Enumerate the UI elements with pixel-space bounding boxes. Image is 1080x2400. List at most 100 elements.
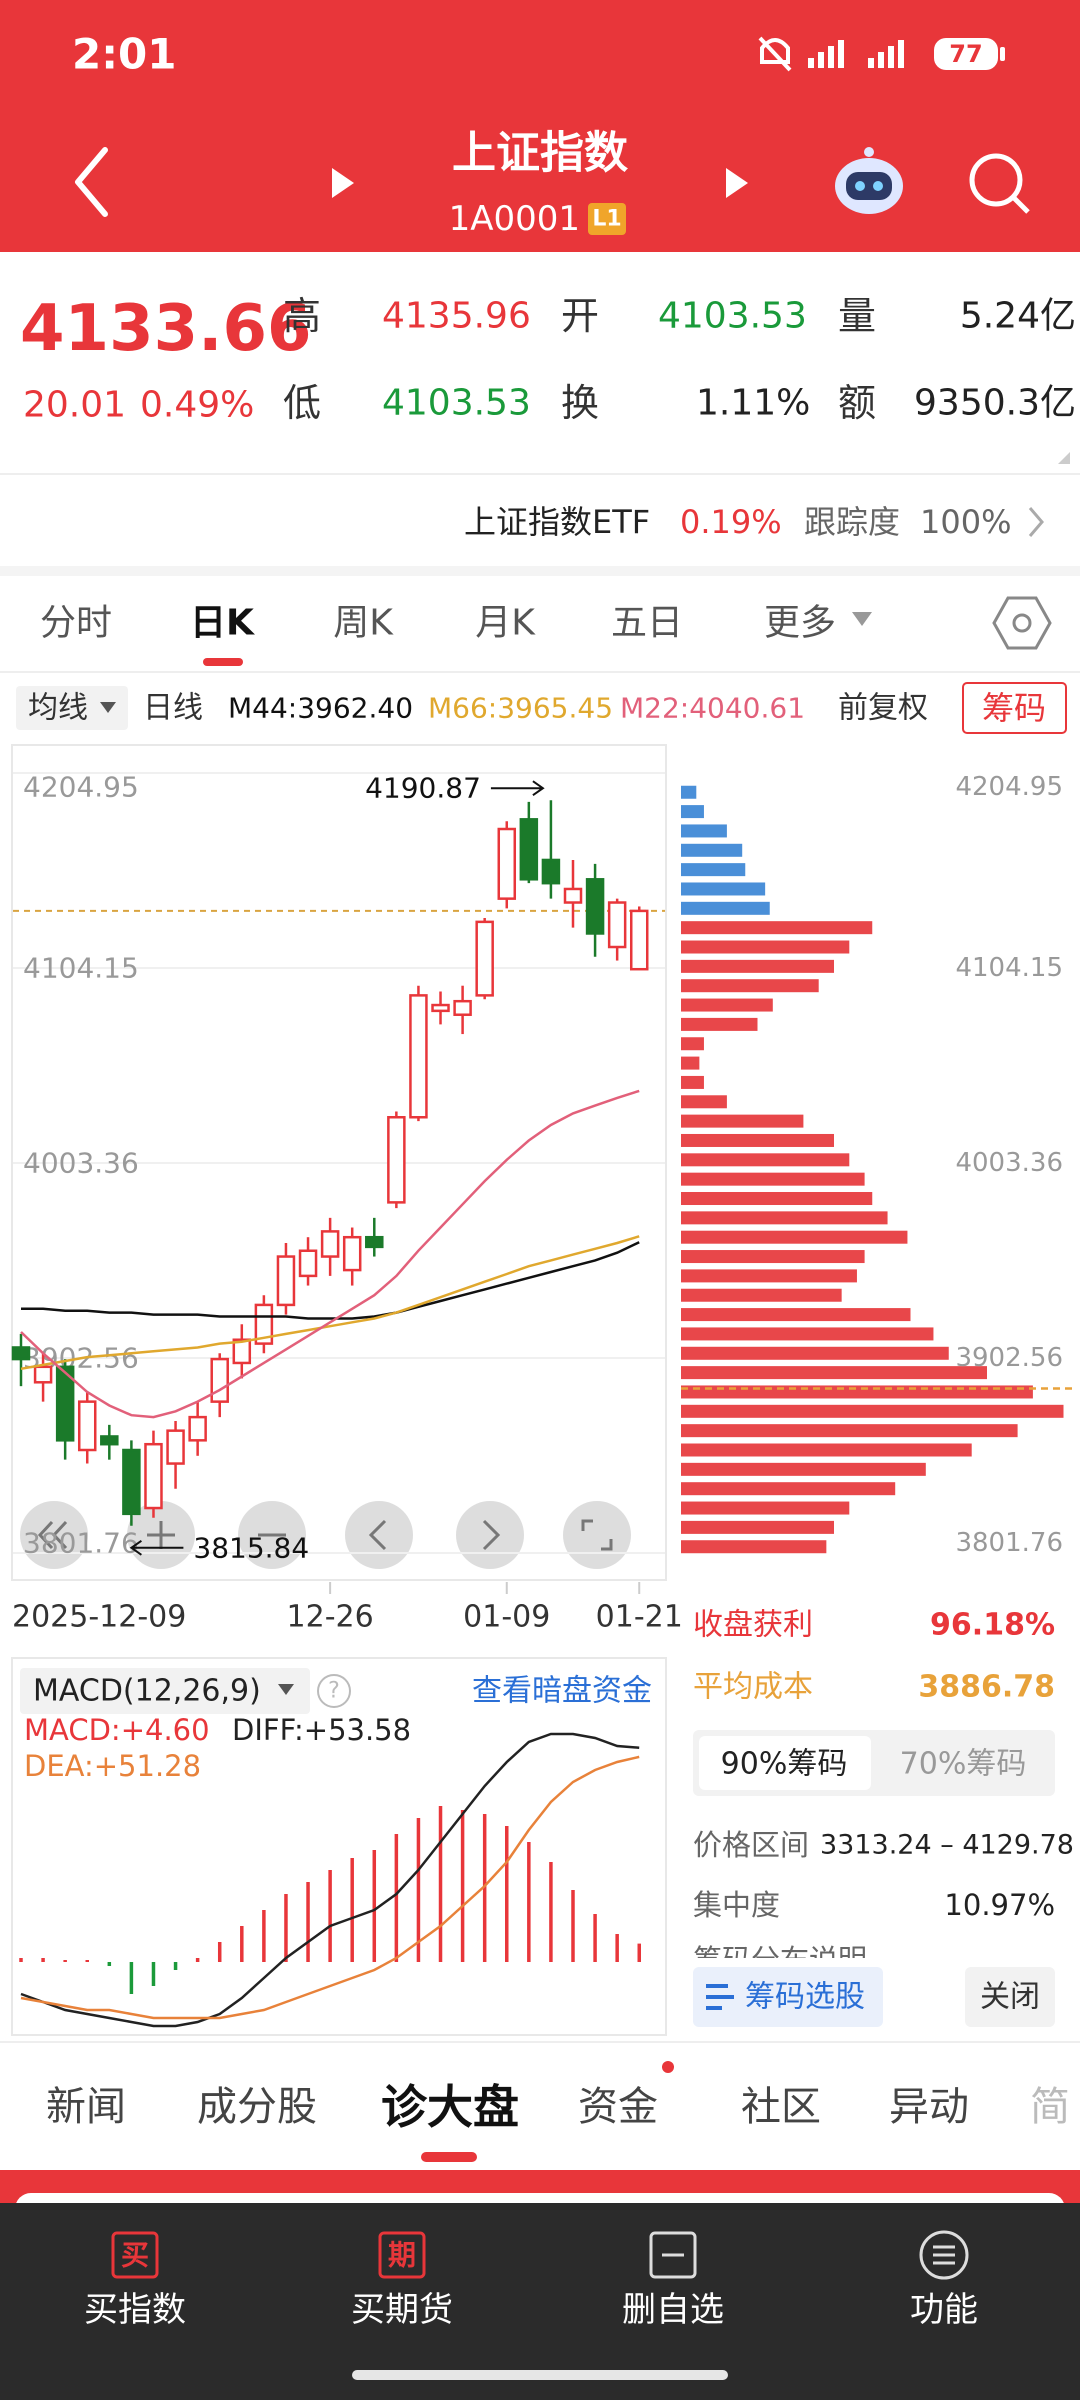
candle-body xyxy=(55,1365,75,1442)
candle-body xyxy=(409,994,428,1119)
chip-bar xyxy=(681,1192,873,1206)
chip-tab[interactable]: 90%筹码 xyxy=(721,1747,848,1782)
candle-body xyxy=(629,909,649,971)
zoom-fullscreen[interactable] xyxy=(563,1501,631,1569)
candle-body xyxy=(365,1235,384,1249)
bottom-tab[interactable]: 新闻 xyxy=(46,2084,126,2130)
bottom-tab-underline xyxy=(421,2152,477,2162)
chip-bar xyxy=(681,1501,850,1515)
macd-select-triangle xyxy=(278,1684,294,1695)
range-value: 3313.24 – 4129.78 xyxy=(820,1830,1074,1861)
candle-body xyxy=(298,1249,318,1278)
etf-chevron[interactable] xyxy=(1028,507,1044,537)
tab[interactable]: 周K xyxy=(333,603,394,644)
chip-bar xyxy=(681,1230,908,1244)
nav-label[interactable]: 买期货 xyxy=(351,2290,453,2330)
tab[interactable]: 日K xyxy=(190,603,255,644)
search-button[interactable] xyxy=(969,153,1030,214)
y-tick-label: 4204.95 xyxy=(23,771,139,804)
candle-body xyxy=(210,1357,229,1403)
concentration-value: 10.97% xyxy=(944,1888,1055,1922)
help-icon-mark: ? xyxy=(328,1679,340,1704)
chips-button[interactable] xyxy=(962,682,1067,734)
chip-tab-active[interactable] xyxy=(699,1736,871,1790)
chip-bar xyxy=(681,1404,1064,1418)
nav-label[interactable]: 买指数 xyxy=(84,2290,186,2330)
zoom-next[interactable] xyxy=(456,1501,524,1569)
chip-tick-label: 3902.56 xyxy=(955,1343,1063,1373)
quote-value: 5.24亿 xyxy=(960,296,1076,337)
bottom-tab[interactable]: 异动 xyxy=(889,2084,969,2130)
nav-icon-text: 期 xyxy=(388,2239,416,2272)
chip-select-button[interactable] xyxy=(693,1967,883,2027)
adjust-label[interactable]: 前复权 xyxy=(838,691,928,726)
macd-frame xyxy=(11,1657,667,2036)
avg-cost-label: 平均成本 xyxy=(693,1670,813,1705)
candle-body xyxy=(453,999,472,1016)
header-title: 上证指数 xyxy=(452,128,628,179)
header-badge: L1 xyxy=(592,207,621,232)
prev-button[interactable] xyxy=(332,168,354,198)
concentration-label: 集中度 xyxy=(693,1888,780,1922)
macd-link[interactable]: 查看暗盘资金 xyxy=(472,1674,652,1709)
ma-select[interactable] xyxy=(16,686,128,730)
chip-bar xyxy=(681,1424,1018,1438)
period-label: 日线 xyxy=(143,691,203,726)
home-indicator xyxy=(352,2370,728,2380)
chip-bar xyxy=(681,998,773,1012)
quote-label: 额 xyxy=(838,381,876,425)
candle-body xyxy=(607,901,627,949)
chip-bar xyxy=(681,1482,896,1496)
chip-tab[interactable]: 70%筹码 xyxy=(900,1747,1027,1782)
quote-label: 低 xyxy=(283,381,321,425)
bottom-tab[interactable]: 诊大盘 xyxy=(381,2080,519,2134)
chip-bar xyxy=(681,1133,834,1147)
chip-bar xyxy=(681,1443,972,1457)
nav-label[interactable]: 删自选 xyxy=(622,2290,724,2330)
macd-select[interactable] xyxy=(20,1668,310,1714)
assistant-button[interactable] xyxy=(835,147,903,214)
ma-line xyxy=(21,1241,640,1320)
etf-name: 上证指数ETF xyxy=(464,503,650,541)
chips-button-label: 筹码 xyxy=(982,689,1046,727)
tab[interactable]: 更多 xyxy=(764,603,836,644)
macd-legend: DIFF:+53.58 xyxy=(232,1713,411,1747)
candle-body xyxy=(541,858,561,885)
nav-label[interactable]: 功能 xyxy=(910,2290,978,2330)
chip-tick-label: 4003.36 xyxy=(955,1148,1063,1178)
ma-line xyxy=(20,1089,640,1419)
range-label: 价格区间 xyxy=(693,1828,809,1862)
bottom-tab[interactable]: 成分股 xyxy=(197,2084,317,2130)
chip-bar xyxy=(681,1288,842,1302)
bottom-tab[interactable]: 社区 xyxy=(741,2084,821,2130)
close-button[interactable] xyxy=(965,1967,1055,2027)
zoom-prev[interactable] xyxy=(345,1501,413,1569)
battery-level: 77 xyxy=(949,40,982,68)
bottom-tab[interactable]: 资金 xyxy=(578,2084,658,2130)
nav-icon xyxy=(933,2245,955,2265)
candle-body xyxy=(144,1442,163,1510)
settings-button[interactable] xyxy=(992,596,1052,650)
profit-label: 收盘获利 xyxy=(693,1608,813,1643)
next-button[interactable] xyxy=(726,168,748,198)
quote-value: 1.11% xyxy=(696,383,810,424)
tab[interactable]: 月K xyxy=(475,603,536,644)
chip-tick-label: 3801.76 xyxy=(955,1528,1063,1558)
bottom-tab[interactable]: 简 xyxy=(1030,2084,1070,2130)
candle-body xyxy=(122,1448,141,1516)
y-tick-label: 4104.15 xyxy=(23,952,139,985)
tab[interactable]: 五日 xyxy=(611,603,683,644)
chip-bar xyxy=(681,1462,926,1476)
status-time: 2:01 xyxy=(72,30,176,79)
back-button[interactable] xyxy=(75,147,108,217)
etf-tracking-label: 跟踪度 xyxy=(804,503,900,541)
settings-button-center xyxy=(1012,613,1032,633)
help-icon[interactable] xyxy=(317,1674,351,1708)
candle-body xyxy=(475,920,494,997)
tab[interactable]: 分时 xyxy=(40,603,112,644)
chip-bar xyxy=(681,1211,888,1225)
nav-icon xyxy=(919,2230,969,2280)
quote-label: 量 xyxy=(838,294,876,338)
divider xyxy=(0,566,1080,576)
chip-bar xyxy=(681,901,770,915)
